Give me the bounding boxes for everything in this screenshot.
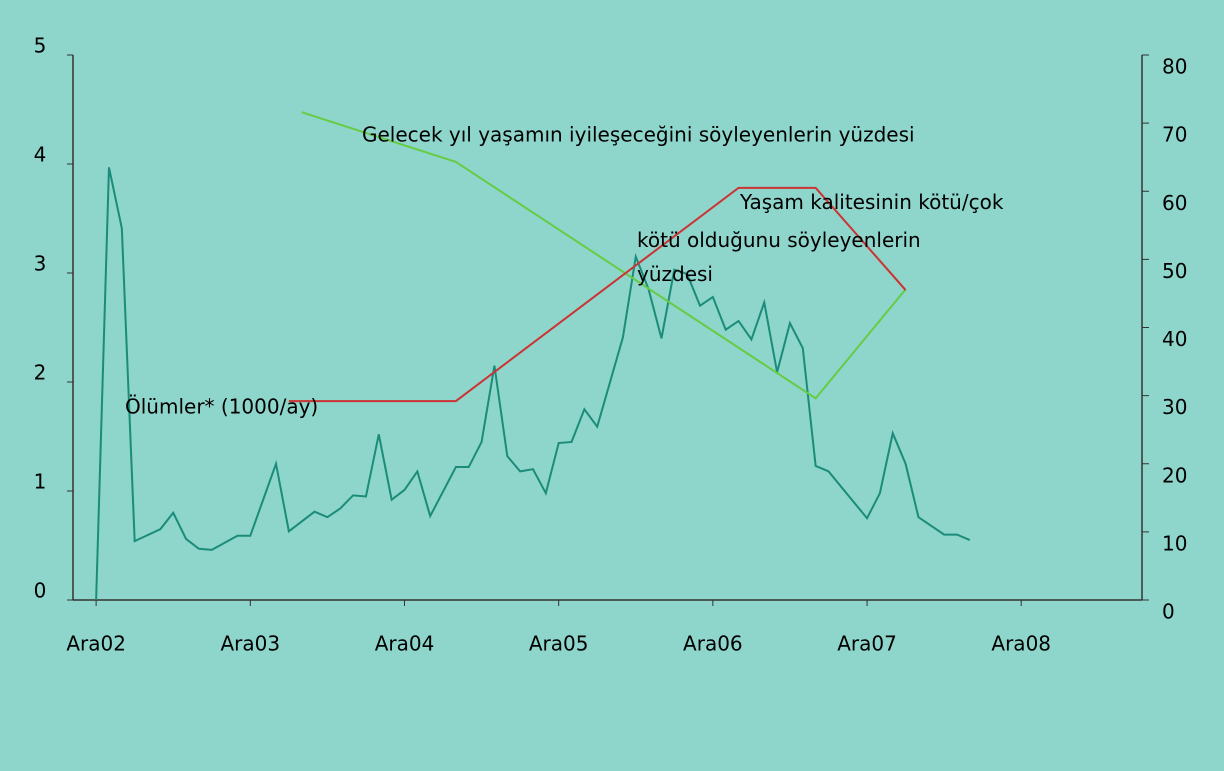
series-label-line: Yaşam kalitesinin kötü/çok <box>739 190 1010 214</box>
x-tick-label: Ara04 <box>375 632 435 656</box>
y-tick-label: 4 <box>34 143 47 167</box>
y2-tick-label: 10 <box>1162 531 1187 555</box>
y2-tick-label: 70 <box>1162 123 1187 147</box>
y2-tick-label: 60 <box>1162 191 1187 215</box>
series-line <box>288 186 907 403</box>
x-tick-label: Ara02 <box>66 632 126 656</box>
y2-tick-label: 30 <box>1162 395 1187 419</box>
series-label: Yaşam kalitesinin kötü/çok kötü olduğunu… <box>637 190 1010 286</box>
y2-tick-label: 50 <box>1162 259 1187 283</box>
y-tick-label: 1 <box>34 470 47 494</box>
y-tick-label: 0 <box>34 579 47 603</box>
series-line <box>301 111 907 400</box>
x-tick-label: Ara03 <box>221 632 281 656</box>
y-tick-label: 2 <box>34 361 47 385</box>
x-tick-label: Ara07 <box>837 632 897 656</box>
y2-tick-label: 0 <box>1162 600 1175 624</box>
x-tick-label: Ara05 <box>529 632 589 656</box>
y-tick-label: 3 <box>34 252 47 276</box>
series-label-line: kötü olduğunu söyleyenlerin <box>637 228 927 252</box>
series-label-line: yüzdesi <box>637 262 713 286</box>
series-line <box>95 167 971 601</box>
x-tick-label: Ara06 <box>683 632 743 656</box>
y2-tick-label: 40 <box>1162 327 1187 351</box>
series-label: Ölümler* (1000/ay) <box>125 395 318 419</box>
y2-tick-label: 20 <box>1162 463 1187 487</box>
y-tick-label: 5 <box>34 34 47 58</box>
x-tick-label: Ara08 <box>991 632 1051 656</box>
series-label: Gelecek yıl yaşamın iyileşeceğini söyley… <box>362 123 915 147</box>
y2-tick-label: 80 <box>1162 55 1187 79</box>
